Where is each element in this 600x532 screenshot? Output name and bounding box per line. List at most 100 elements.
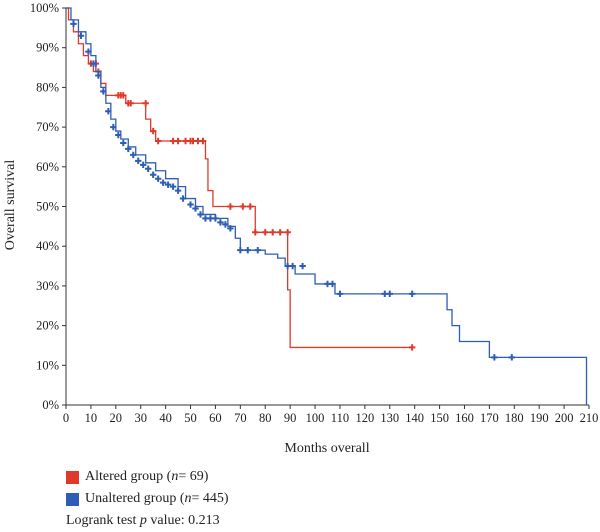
unaltered-censor-mark xyxy=(169,183,177,190)
altered-censor-mark xyxy=(199,137,207,145)
axes: 0% 10% 20% 30% 40% 50% 60% 70% 80% 90% 100% 0 10 20 30… xyxy=(30,1,599,425)
unaltered-n-var: n xyxy=(184,491,192,506)
x-tick-label: 0 xyxy=(63,411,69,425)
altered-survival-curve xyxy=(66,7,413,349)
unaltered-censor-mark xyxy=(329,280,336,288)
unaltered-censor-mark xyxy=(140,161,147,169)
altered-censor-mark xyxy=(120,92,127,99)
unaltered-censor-mark xyxy=(130,151,137,159)
unaltered-censor-mark xyxy=(386,290,393,298)
unaltered-censor-mark xyxy=(222,221,229,228)
unaltered-censor-mark xyxy=(254,246,261,254)
unaltered-censor-mark xyxy=(299,262,306,270)
unaltered-censor-mark xyxy=(135,157,142,165)
x-tick-label: 10 xyxy=(85,411,98,425)
logrank-prefix: Logrank test xyxy=(66,513,140,528)
x-tick-label: 100 xyxy=(306,411,325,425)
altered-censor-mark xyxy=(239,203,247,210)
unaltered-censor-mark xyxy=(174,187,182,194)
x-tick-label: 140 xyxy=(405,411,424,425)
legend-item-unaltered: Unaltered group (n = 445) xyxy=(66,488,229,510)
x-tick-label: 40 xyxy=(159,411,172,425)
altered-censor-mark xyxy=(227,203,234,210)
altered-censor-mark xyxy=(269,229,276,236)
y-tick-label: 60% xyxy=(36,160,59,174)
altered-censor-mark xyxy=(247,203,254,210)
unaltered-censor-mark xyxy=(154,175,162,182)
x-tick-label: 50 xyxy=(184,411,197,425)
y-tick-label: 70% xyxy=(36,120,59,134)
unaltered-censor-mark xyxy=(77,32,85,39)
x-tick-label: 200 xyxy=(555,411,574,425)
unaltered-censor-mark xyxy=(187,201,194,208)
y-tick-label: 0% xyxy=(42,398,59,412)
altered-censor-mark xyxy=(284,229,291,236)
survival-chart: 0% 10% 20% 30% 40% 50% 60% 70% 80% 90% 100% 0 10 20 30… xyxy=(3,1,599,456)
unaltered-censor-mark xyxy=(70,20,77,28)
x-tick-label: 80 xyxy=(259,411,272,425)
altered-n-var: n xyxy=(171,469,179,484)
unaltered-censor-mark xyxy=(95,72,102,79)
unaltered-censor-mark xyxy=(110,123,117,131)
unaltered-censor-mark xyxy=(408,290,416,298)
unaltered-censor-mark xyxy=(115,131,122,139)
y-tick-label: 30% xyxy=(36,279,59,293)
altered-censor-mark xyxy=(142,100,149,107)
unaltered-survival-curve xyxy=(66,7,588,405)
altered-censor-mark xyxy=(276,229,284,236)
unaltered-n-value: = 445) xyxy=(191,491,229,506)
y-tick-label: 100% xyxy=(30,1,59,15)
y-tick-label: 10% xyxy=(36,358,59,372)
unaltered-censor-mark xyxy=(90,60,97,67)
unaltered-censor-mark xyxy=(192,205,199,212)
x-tick-label: 150 xyxy=(430,411,449,425)
altered-swatch xyxy=(66,470,79,484)
unaltered-swatch xyxy=(66,492,79,506)
x-axis-label: Months overall xyxy=(284,441,369,456)
altered-n-value: = 69) xyxy=(178,469,209,484)
unaltered-censor-mark xyxy=(237,246,244,254)
unaltered-censor-mark xyxy=(197,211,204,218)
unaltered-censor-mark xyxy=(159,179,167,186)
unaltered-censor-mark xyxy=(100,88,107,95)
unaltered-censor-mark xyxy=(491,354,498,361)
altered-censor-mark xyxy=(408,344,416,351)
unaltered-censor-mark xyxy=(336,290,344,298)
altered-censor-mark xyxy=(262,229,269,236)
x-tick-label: 130 xyxy=(380,411,399,425)
unaltered-censor-mark xyxy=(125,145,132,153)
altered-censor-mark xyxy=(149,127,157,135)
unaltered-censor-mark xyxy=(508,354,515,361)
logrank-p: p xyxy=(139,513,147,528)
unaltered-censor-mark xyxy=(179,195,187,202)
x-tick-label: 160 xyxy=(455,411,474,425)
altered-censor-mark xyxy=(154,137,162,145)
altered-censor-mark xyxy=(252,229,259,236)
unaltered-label: Unaltered group ( xyxy=(85,491,185,506)
y-tick-label: 40% xyxy=(36,239,59,253)
x-tick-label: 90 xyxy=(284,411,297,425)
series-layer xyxy=(66,7,588,405)
legend: Altered group (n = 69) Unaltered group (… xyxy=(66,466,229,532)
unaltered-censor-mark xyxy=(149,171,157,178)
unaltered-censor-mark xyxy=(105,108,112,115)
x-tick-label: 210 xyxy=(580,411,599,425)
unaltered-censor-mark xyxy=(244,246,252,254)
y-axis-label: Overall survival xyxy=(3,160,18,251)
x-tick-label: 20 xyxy=(110,411,123,425)
x-tick-label: 30 xyxy=(134,411,147,425)
x-tick-label: 110 xyxy=(331,411,349,425)
unaltered-censor-mark xyxy=(212,215,219,222)
unaltered-censor-mark xyxy=(85,48,92,55)
legend-item-altered: Altered group (n = 69) xyxy=(66,466,229,488)
logrank-value: value: 0.213 xyxy=(146,513,220,528)
y-tick-label: 20% xyxy=(36,319,59,333)
x-tick-label: 70 xyxy=(234,411,247,425)
y-tick-label: 80% xyxy=(36,80,59,94)
unaltered-censor-mark xyxy=(227,225,234,232)
unaltered-censor-mark xyxy=(289,262,296,270)
altered-censor-mark xyxy=(127,100,134,107)
x-tick-label: 180 xyxy=(505,411,524,425)
y-tick-label: 50% xyxy=(36,200,59,214)
x-tick-label: 190 xyxy=(530,411,549,425)
